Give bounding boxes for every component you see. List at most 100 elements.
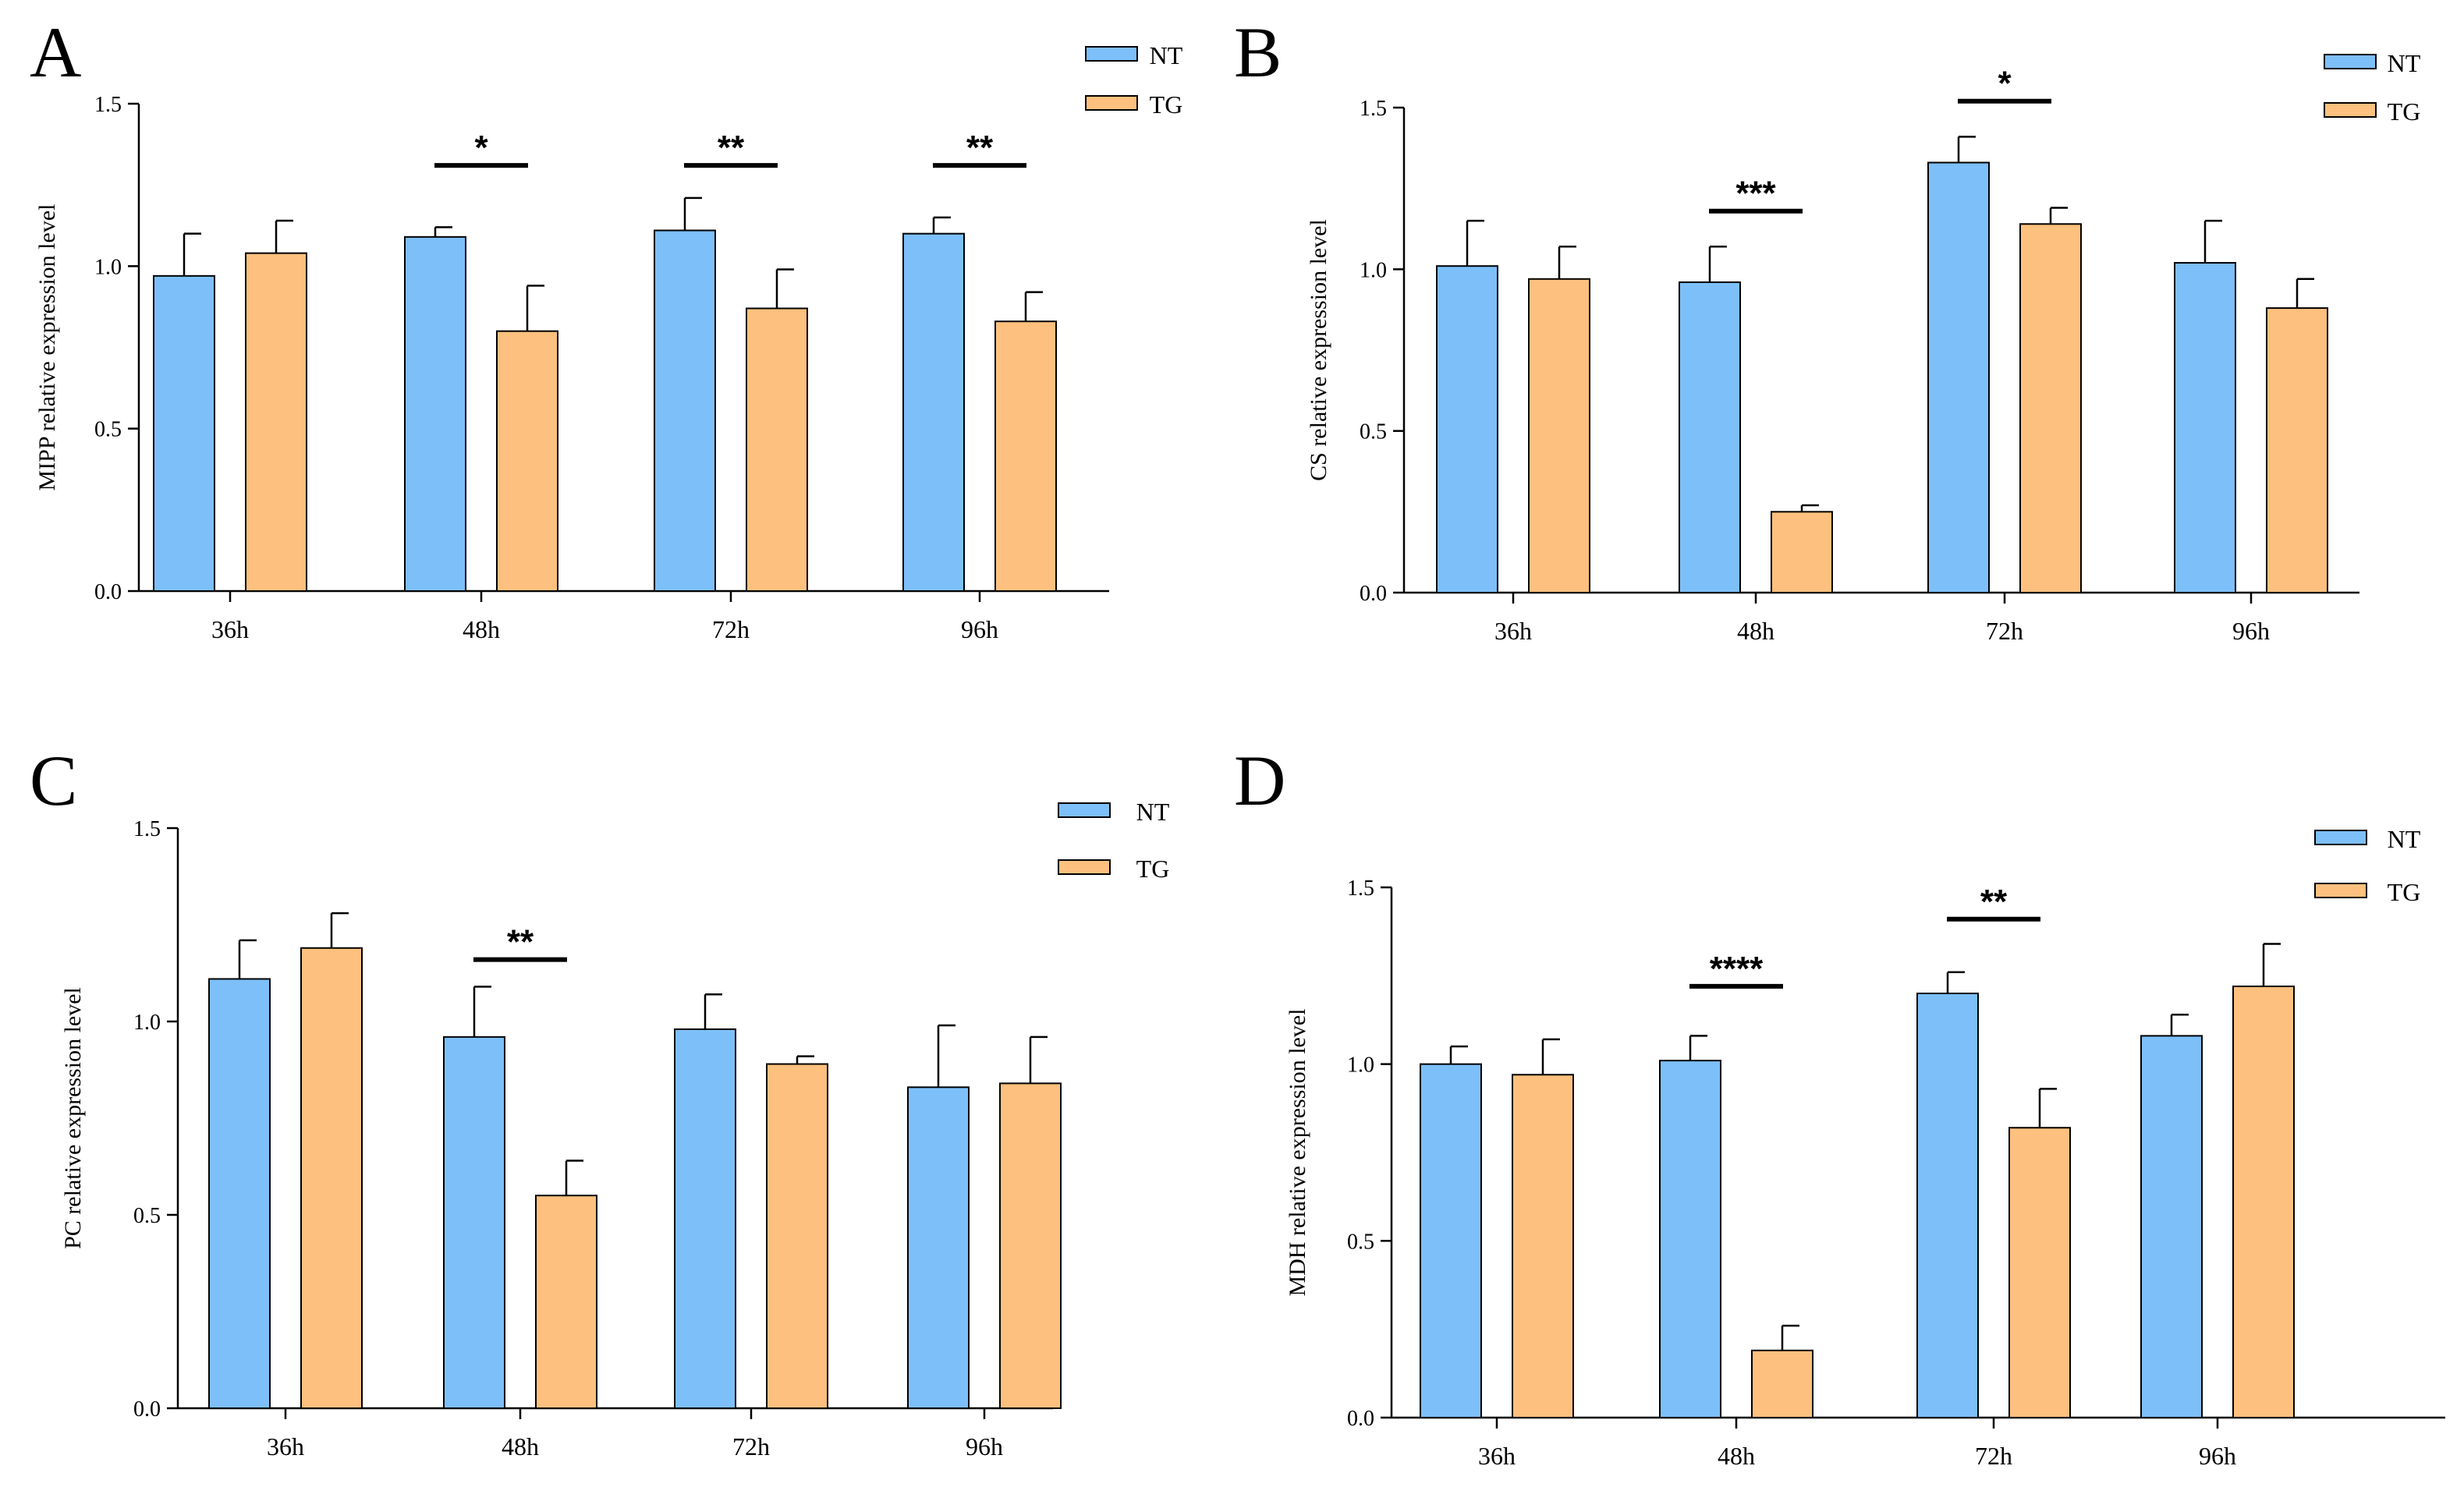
panel-c-ytick-label: 0.5 — [133, 1204, 161, 1228]
panel-a-bar-nt-48h — [404, 235, 466, 592]
panel-d-bar-tg-96h — [2232, 985, 2295, 1418]
panel-d-legend-swatch-nt — [2314, 830, 2367, 845]
panel-d-ytick-label: 1.5 — [1347, 876, 1374, 901]
panel-d-xtick-label: 72h — [1975, 1442, 2012, 1470]
panel-c-y-axis-title: PC relative expression level — [60, 987, 86, 1249]
panel-a-ytick-label: 1.5 — [94, 93, 122, 117]
panel-b-ytick-label: 0.0 — [1360, 582, 1387, 606]
panel-a-bar-nt-36h — [153, 274, 215, 592]
panel-b-bar-tg-72h — [2019, 223, 2082, 593]
panel-d-ytick-label: 0.5 — [1347, 1230, 1374, 1254]
panel-b-y-axis-title: CS relative expression level — [1306, 219, 1331, 481]
panel-a-letter: A — [30, 12, 81, 92]
panel-c-bar-tg-48h — [535, 1195, 597, 1409]
panel-b-xtick-label: 36h — [1494, 617, 1532, 645]
panel-a-significance-label: ** — [966, 129, 994, 167]
panel-d-bar-nt-36h — [1420, 1063, 1482, 1418]
panel-b-bar-nt-96h — [2174, 262, 2236, 593]
panel-d-y-axis-title: MDH relative expression level — [1285, 1008, 1310, 1296]
panel-b-significance-label: * — [1998, 65, 2012, 103]
panel-b-bar-nt-36h — [1436, 265, 1498, 593]
panel-c-bar-nt-72h — [674, 1028, 736, 1410]
panel-c-letter: C — [30, 741, 77, 820]
panel-a-y-axis-title: MIPP relative expression level — [34, 204, 60, 491]
panel-c-xtick-label: 36h — [267, 1432, 304, 1460]
panel-c-chart: C 0.0 0.5 1.0 1.5 PC relative expression lev… — [30, 741, 1170, 1460]
panel-d-bar-nt-96h — [2140, 1035, 2203, 1419]
panel-a-significance-label: ** — [718, 129, 745, 167]
panel-b-xtick-label: 72h — [1986, 617, 2023, 645]
panel-c-bar-tg-96h — [999, 1082, 1062, 1409]
panel-b-legend-label-nt: NT — [2388, 49, 2421, 77]
panel-c-ytick-label: 1.5 — [133, 817, 161, 841]
panel-a-bar-tg-96h — [994, 320, 1057, 592]
panel-b-bar-nt-48h — [1679, 281, 1741, 593]
panel-d-chart: D 0.0 0.5 1.0 1.5 MDH relative expression le… — [1234, 741, 2445, 1470]
panel-c-xtick-label: 72h — [732, 1432, 770, 1460]
panel-a-legend-label-nt: NT — [1150, 41, 1183, 69]
panel-c-bar-nt-36h — [208, 978, 271, 1409]
panel-a-bar-tg-72h — [746, 307, 808, 592]
panel-d-bar-tg-36h — [1512, 1074, 1574, 1419]
panel-b-xtick-label: 96h — [2232, 617, 2270, 645]
panel-a-ytick-label: 0.5 — [94, 418, 122, 442]
panel-b-significance-label: *** — [1735, 175, 1776, 213]
panel-a-bar-nt-72h — [654, 229, 716, 592]
panel-b-legend-label-tg: TG — [2388, 97, 2421, 126]
panel-a-bar-tg-36h — [245, 252, 307, 592]
panel-b-bar-tg-48h — [1771, 511, 1833, 593]
panel-b-ytick-label: 0.5 — [1360, 420, 1387, 444]
panel-b-bar-tg-36h — [1528, 278, 1590, 593]
panel-d-bar-nt-48h — [1659, 1060, 1721, 1418]
panel-c-bar-nt-48h — [443, 1036, 505, 1409]
panel-b-letter: B — [1234, 12, 1282, 92]
panel-c-legend-swatch-tg — [1058, 859, 1111, 875]
panel-a-xtick-label: 96h — [961, 615, 998, 643]
panel-d-xtick-label: 36h — [1478, 1442, 1516, 1470]
panel-b-chart: B 0.0 0.5 1.0 1.5 CS relative expression lev… — [1234, 12, 2421, 645]
panel-a-legend-swatch-tg — [1085, 95, 1138, 111]
panel-b-bar-nt-72h — [1927, 161, 1990, 593]
panel-c-significance-label: ** — [507, 923, 534, 961]
panel-b-ytick-label: 1.0 — [1360, 258, 1387, 282]
panel-a-xtick-label: 48h — [463, 615, 500, 643]
panel-b-legend-swatch-nt — [2324, 54, 2377, 69]
panel-a-significance-label: * — [474, 129, 488, 167]
panel-a-xtick-label: 72h — [712, 615, 750, 643]
panel-d-significance-label: **** — [1710, 950, 1764, 988]
panel-c-bar-tg-36h — [300, 947, 363, 1409]
panel-d-significance-label: ** — [1980, 883, 2008, 921]
panel-a-bar-nt-96h — [902, 232, 965, 592]
panel-c-bar-nt-96h — [907, 1086, 970, 1409]
panel-d-xtick-label: 96h — [2199, 1442, 2236, 1470]
panel-c-xtick-label: 48h — [502, 1432, 539, 1460]
panel-a-ytick-label: 0.0 — [94, 580, 122, 604]
panel-d-letter: D — [1234, 741, 1285, 820]
panel-d-ytick-label: 1.0 — [1347, 1053, 1374, 1078]
panel-c-legend-label-nt: NT — [1136, 798, 1170, 826]
panel-d-xtick-label: 48h — [1718, 1442, 1755, 1470]
panel-d-legend-label-nt: NT — [2388, 825, 2421, 853]
panel-b-xtick-label: 48h — [1737, 617, 1774, 645]
panel-a-legend-swatch-nt — [1085, 46, 1138, 62]
panel-a-ytick-label: 1.0 — [94, 255, 122, 279]
panel-d-bar-tg-72h — [2008, 1127, 2071, 1419]
panel-d-bar-nt-72h — [1916, 993, 1979, 1418]
panel-d-bar-tg-48h — [1751, 1349, 1813, 1419]
panel-b-ytick-label: 1.5 — [1360, 97, 1387, 121]
panel-d-legend-swatch-tg — [2314, 883, 2367, 898]
panel-b-bar-tg-96h — [2266, 307, 2328, 593]
panel-d-legend-label-tg: TG — [2388, 878, 2421, 906]
panel-a-bar-tg-48h — [496, 330, 558, 592]
panel-c-legend-swatch-nt — [1058, 802, 1111, 818]
panel-b-legend-swatch-tg — [2324, 102, 2377, 118]
panel-c-bar-tg-72h — [766, 1063, 828, 1410]
panel-c-xtick-label: 96h — [966, 1432, 1003, 1460]
panel-a-legend-label-tg: TG — [1150, 90, 1183, 119]
panel-d-ytick-label: 0.0 — [1347, 1407, 1374, 1431]
panel-c-ytick-label: 1.0 — [133, 1011, 161, 1035]
panel-c-legend-label-tg: TG — [1136, 855, 1170, 883]
panel-a-xtick-label: 36h — [211, 615, 249, 643]
panel-c-ytick-label: 0.0 — [133, 1397, 161, 1422]
